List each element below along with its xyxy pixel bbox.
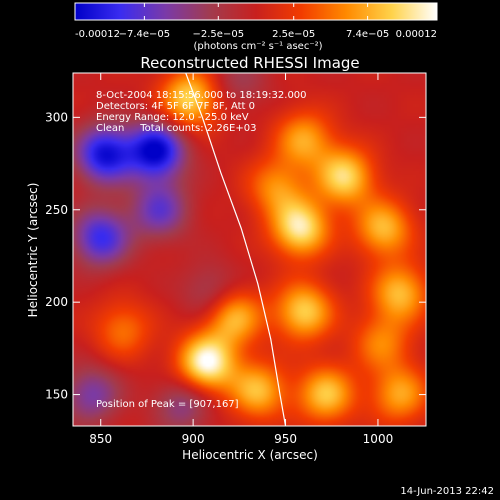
colorbar-ticks: -0.00012−7.4e−05 −2.5e−05 2.5e−05 7.4e−05 0.… [74,3,438,40]
chart-title: Reconstructed RHESSI Image [140,54,359,72]
colorbar [74,2,438,21]
colorbar-units: (photons cm⁻² s⁻¹ asec⁻²) [193,41,322,52]
annotation-time: 8-Oct-2004 18:15:56.000 to 18:19:32.000 [96,90,307,101]
x-tick-label: 1000 [363,432,394,446]
annotation-counts: Clean Total counts: 2.26E+03 [96,123,256,134]
annotation-detectors: Detectors: 4F 5F 6F 7F 8F, Att 0 [96,101,255,112]
colorbar-tick-label: −7.4e−05 [119,29,171,40]
heatmap-image [73,73,426,426]
x-tick-label: 850 [89,432,112,446]
x-tick-label: 950 [274,432,297,446]
y-axis-ticks: 150 200 250 300 [45,110,426,402]
peak-label: Position of Peak = [907,167] [96,399,239,410]
y-axis-label: Heliocentric Y (arcsec) [26,183,40,318]
colorbar-tick-label: −2.5e−05 [193,29,245,40]
x-tick-label: 900 [182,432,205,446]
x-axis-label: Heliocentric X (arcsec) [182,448,318,462]
colorbar-tick-label: 0.00012 [396,29,437,40]
y-tick-label: 250 [45,203,68,217]
x-axis-ticks: 850 900 950 1000 [89,73,393,446]
solar-limb-curve [185,73,287,426]
footer-timestamp: 14-Jun-2013 22:42 [400,486,494,497]
colorbar-tick-label: -0.00012 [75,29,120,40]
y-tick-label: 200 [45,295,68,309]
y-tick-label: 300 [45,110,68,124]
colorbar-tick-label: 2.5e−05 [272,29,315,40]
plot-frame [72,72,427,427]
colorbar-tick-label: 7.4e−05 [346,29,389,40]
y-tick-label: 150 [45,388,68,402]
annotation-energy: Energy Range: 12.0 - 25.0 keV [96,112,249,123]
